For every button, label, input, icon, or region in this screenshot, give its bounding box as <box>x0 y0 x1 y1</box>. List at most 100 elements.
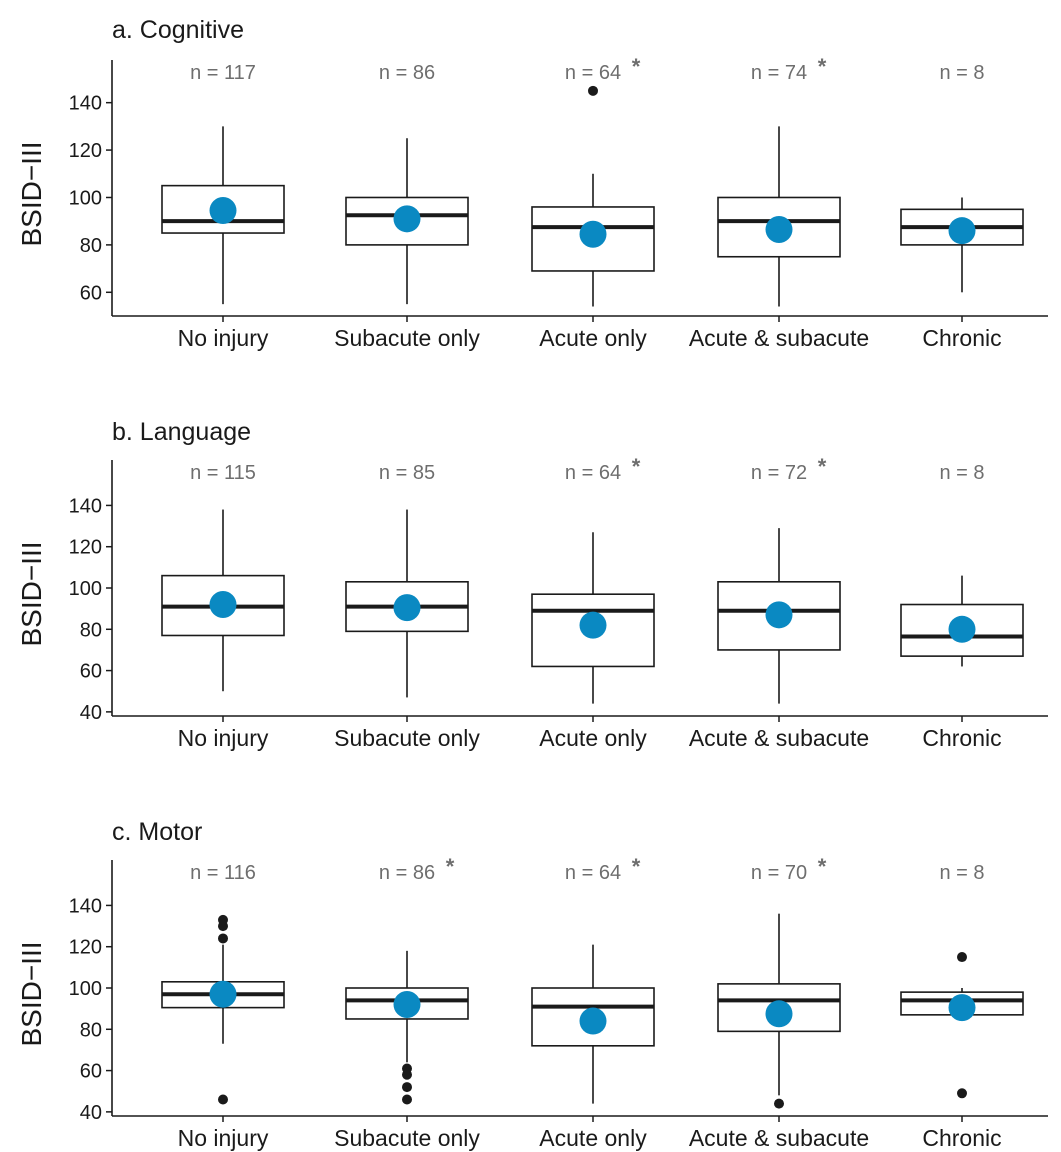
y-tick-label: 40 <box>80 1102 102 1124</box>
outlier-point <box>218 933 228 944</box>
mean-point <box>765 215 793 243</box>
box-group: No injury n = 116 <box>161 862 285 1151</box>
y-tick-label: 80 <box>80 1019 102 1041</box>
y-tick-label: 100 <box>69 187 102 209</box>
panel-language: b. Language BSID−III 40 60 80 100 120 140 No in… <box>16 418 1048 751</box>
mean-point <box>393 205 421 233</box>
significance-star: * <box>446 854 455 879</box>
y-tick-label: 140 <box>69 93 102 115</box>
box-group: Chronic n = 8 <box>900 462 1024 751</box>
box-group: No injury n = 117 <box>161 62 285 351</box>
y-axis-label: BSID−III <box>16 541 47 646</box>
n-label: n = 85 <box>379 462 435 484</box>
y-tick-label: 80 <box>80 619 102 641</box>
mean-point <box>765 1000 793 1028</box>
n-label: n = 64 <box>565 462 621 484</box>
box-group: Subacute only n = 86 * <box>334 854 480 1151</box>
outlier-point <box>588 85 598 96</box>
box-group: Chronic n = 8 <box>900 62 1024 351</box>
outlier-point <box>957 952 967 963</box>
box-group: Chronic n = 8 <box>900 862 1024 1151</box>
mean-point <box>579 611 607 639</box>
significance-star: * <box>818 854 827 879</box>
panel-cognitive: a. Cognitive BSID−III 60 80 100 120 140 No inj… <box>16 16 1048 351</box>
x-tick-label: Subacute only <box>334 725 480 751</box>
x-tick-label: Chronic <box>922 325 1001 351</box>
n-label: n = 86 <box>379 862 435 884</box>
box-group: Acute only n = 64 * <box>531 454 655 751</box>
n-label: n = 72 <box>751 462 807 484</box>
box-group: No injury n = 115 <box>161 462 285 751</box>
n-label: n = 8 <box>939 462 984 484</box>
box-group: Acute & subacute n = 70 * <box>689 854 869 1151</box>
n-label: n = 117 <box>190 62 256 84</box>
y-axis-label: BSID−III <box>16 941 47 1046</box>
y-tick-label: 140 <box>69 895 102 917</box>
mean-point <box>948 615 976 643</box>
n-label: n = 74 <box>751 62 807 84</box>
x-tick-label: Acute & subacute <box>689 325 869 351</box>
x-tick-label: Acute only <box>539 1125 647 1151</box>
outlier-point <box>402 1082 412 1093</box>
mean-point <box>579 1007 607 1035</box>
box-group: Subacute only n = 86 <box>334 62 480 351</box>
panel-title: a. Cognitive <box>112 16 244 44</box>
n-label: n = 115 <box>190 462 256 484</box>
significance-star: * <box>818 54 827 79</box>
x-tick-label: No injury <box>178 1125 269 1151</box>
y-tick-label: 100 <box>69 978 102 1000</box>
y-axis-label: BSID−III <box>16 141 47 246</box>
panel-title: b. Language <box>112 418 251 446</box>
x-tick-label: Subacute only <box>334 325 480 351</box>
significance-star: * <box>632 854 641 879</box>
y-tick-label: 120 <box>69 537 102 559</box>
n-label: n = 64 <box>565 62 621 84</box>
outlier-point <box>218 914 228 925</box>
y-tick-label: 140 <box>69 495 102 517</box>
mean-point <box>209 591 237 619</box>
box-group: Subacute only n = 85 <box>334 462 480 751</box>
significance-star: * <box>818 454 827 479</box>
mean-point <box>948 217 976 245</box>
y-tick-label: 60 <box>80 661 102 683</box>
box-group: Acute & subacute n = 74 * <box>689 54 869 351</box>
x-tick-label: Chronic <box>922 1125 1001 1151</box>
n-label: n = 8 <box>939 62 984 84</box>
y-tick-label: 80 <box>80 235 102 257</box>
x-tick-label: Acute & subacute <box>689 725 869 751</box>
mean-point <box>393 594 421 622</box>
box-group: Acute only n = 64 * <box>531 54 655 351</box>
x-tick-label: No injury <box>178 325 269 351</box>
mean-point <box>765 601 793 629</box>
n-label: n = 86 <box>379 62 435 84</box>
y-tick-label: 40 <box>80 702 102 724</box>
x-tick-label: Acute only <box>539 725 647 751</box>
x-tick-label: No injury <box>178 725 269 751</box>
box-group: Acute & subacute n = 72 * <box>689 454 869 751</box>
mean-point <box>393 991 421 1019</box>
y-tick-label: 120 <box>69 937 102 959</box>
n-label: n = 64 <box>565 862 621 884</box>
mean-point <box>579 220 607 248</box>
outlier-point <box>402 1094 412 1105</box>
x-tick-label: Chronic <box>922 725 1001 751</box>
x-tick-label: Subacute only <box>334 1125 480 1151</box>
panel-title: c. Motor <box>112 818 202 846</box>
outlier-point <box>218 1094 228 1105</box>
n-label: n = 116 <box>190 862 256 884</box>
mean-point <box>209 197 237 225</box>
outlier-point <box>957 1088 967 1099</box>
y-tick-label: 120 <box>69 140 102 162</box>
x-tick-label: Acute & subacute <box>689 1125 869 1151</box>
mean-point <box>209 980 237 1008</box>
n-label: n = 70 <box>751 862 807 884</box>
mean-point <box>948 994 976 1022</box>
outlier-point <box>402 1063 412 1074</box>
outlier-point <box>774 1098 784 1109</box>
y-tick-label: 60 <box>80 1061 102 1083</box>
y-tick-label: 60 <box>80 282 102 304</box>
box-group: Acute only n = 64 * <box>531 854 655 1151</box>
y-tick-label: 100 <box>69 578 102 600</box>
significance-star: * <box>632 54 641 79</box>
